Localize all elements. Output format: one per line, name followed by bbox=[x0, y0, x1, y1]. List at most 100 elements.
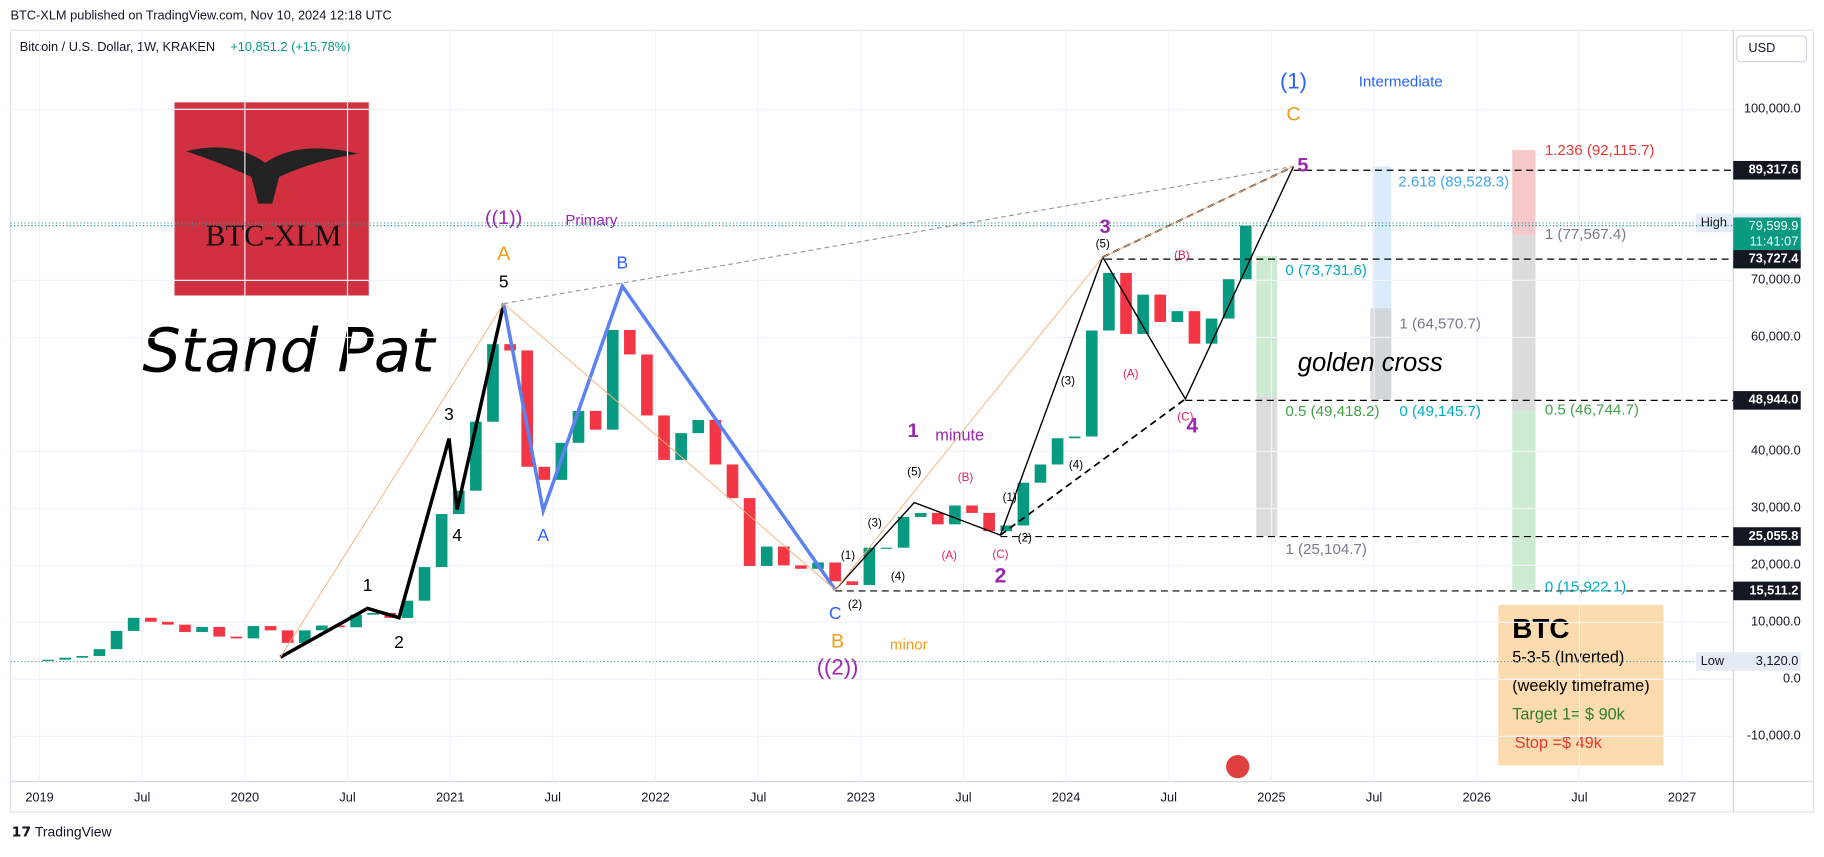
time-label: 2026 bbox=[1463, 789, 1491, 804]
fib-label: 0 (49,145.7) bbox=[1399, 403, 1480, 420]
wave-label: minor bbox=[890, 637, 928, 654]
time-label: Jul bbox=[134, 789, 150, 804]
candle bbox=[298, 630, 311, 643]
candle bbox=[589, 410, 602, 430]
candle bbox=[1154, 294, 1167, 322]
wave-label: 1 bbox=[363, 575, 373, 595]
currency-button[interactable] bbox=[1736, 35, 1808, 63]
note-box: BTC 5-3-5 (Inverted) (weekly timeframe) Tar… bbox=[1498, 604, 1664, 766]
time-label: Jul bbox=[339, 789, 355, 804]
candle bbox=[1103, 272, 1115, 331]
wave-label: 2 bbox=[995, 565, 1007, 588]
wave-label: 4 bbox=[1187, 414, 1199, 437]
candle bbox=[726, 464, 739, 499]
fib-label: 0.5 (49,418.2) bbox=[1285, 403, 1379, 420]
candle bbox=[829, 562, 841, 582]
note-bg bbox=[1498, 604, 1664, 766]
candle bbox=[641, 354, 653, 416]
wave-label: 3 bbox=[1100, 216, 1111, 238]
wave-line bbox=[279, 303, 506, 659]
wave-label: B bbox=[617, 253, 629, 273]
candle bbox=[692, 420, 705, 434]
candle bbox=[247, 626, 260, 639]
chart-frame bbox=[9, 29, 1815, 813]
candle bbox=[1137, 294, 1149, 334]
wave-label: (4) bbox=[1069, 458, 1083, 471]
candle bbox=[743, 498, 756, 566]
fib-label: 0.5 (46,744.7) bbox=[1545, 402, 1639, 419]
fib-label: 0 (15,922.1) bbox=[1545, 578, 1626, 595]
candle bbox=[264, 626, 277, 631]
logo-text: BTC-XLM bbox=[205, 218, 341, 252]
fib-zone bbox=[1256, 255, 1278, 397]
candle bbox=[521, 350, 533, 467]
event-icon[interactable] bbox=[1226, 754, 1250, 779]
candle bbox=[435, 514, 448, 568]
time-label: Jul bbox=[750, 789, 766, 804]
price-badge bbox=[1733, 160, 1801, 180]
time-label: 2024 bbox=[1052, 789, 1080, 804]
candle bbox=[795, 565, 807, 569]
last-price: 79,599.9 bbox=[1749, 218, 1799, 233]
change: +10,851.2 (+15.78%) bbox=[230, 39, 350, 54]
fib-zone bbox=[1512, 410, 1536, 590]
wave-label: A bbox=[497, 243, 511, 265]
wave-label: 4 bbox=[452, 525, 462, 545]
wave-line bbox=[834, 166, 1295, 591]
wave-label: (B) bbox=[958, 471, 974, 484]
currency[interactable]: USD bbox=[1748, 40, 1775, 55]
candle bbox=[213, 626, 226, 637]
wave-label: A bbox=[537, 525, 549, 545]
price-label: 70,000.0 bbox=[1751, 272, 1801, 287]
candle bbox=[487, 344, 499, 422]
time-label: 2025 bbox=[1257, 789, 1285, 804]
level-tag-value: 3,120.0 bbox=[1756, 653, 1799, 668]
candle bbox=[1120, 272, 1132, 334]
note-line: Stop =$ 49k bbox=[1515, 734, 1603, 752]
fib-zone bbox=[1370, 308, 1392, 400]
candle bbox=[760, 546, 773, 566]
candle bbox=[1205, 318, 1218, 344]
candle bbox=[1222, 279, 1235, 319]
price-label: -10,000.0 bbox=[1747, 728, 1801, 743]
time-label: 2027 bbox=[1668, 789, 1696, 804]
footer: TradingView bbox=[35, 824, 113, 840]
wave-label: 2 bbox=[394, 632, 404, 652]
fib-label: 1.236 (92,115.7) bbox=[1545, 142, 1655, 159]
price-label: 30,000.0 bbox=[1751, 500, 1801, 515]
time-label: 2022 bbox=[641, 789, 669, 804]
price-label: 100,000.0 bbox=[1744, 101, 1801, 116]
candle bbox=[127, 617, 140, 631]
level-tag-name: High bbox=[1701, 214, 1727, 229]
candle bbox=[1034, 464, 1047, 483]
wave-label: (C) bbox=[992, 548, 1008, 561]
candle bbox=[863, 547, 876, 586]
candle bbox=[709, 420, 722, 465]
channel-line bbox=[999, 398, 1186, 536]
wave-label: 3 bbox=[444, 404, 454, 424]
candle bbox=[1188, 311, 1201, 344]
candle bbox=[162, 621, 174, 625]
candle bbox=[880, 547, 893, 549]
candle bbox=[418, 567, 431, 601]
fib-zone bbox=[1256, 396, 1278, 537]
price-label: 60,000.0 bbox=[1751, 329, 1801, 344]
candle bbox=[281, 630, 294, 643]
level-tag bbox=[1696, 652, 1801, 671]
wave-line bbox=[501, 282, 837, 591]
candle bbox=[316, 625, 328, 631]
symbol: Bitcoin / U.S. Dollar, 1W, KRAKEN bbox=[20, 39, 215, 54]
wave-label: (4) bbox=[891, 570, 905, 583]
price-label: 0.0 bbox=[1783, 671, 1801, 686]
candle bbox=[624, 329, 636, 355]
candle bbox=[1051, 438, 1064, 465]
candle bbox=[966, 505, 978, 513]
wave-label: (1) bbox=[1280, 68, 1307, 93]
wave-label: (5) bbox=[907, 465, 921, 478]
candle bbox=[110, 630, 123, 650]
wave-label: (3) bbox=[1061, 375, 1075, 388]
candle bbox=[59, 657, 72, 660]
wave-label: (B) bbox=[1174, 249, 1190, 262]
